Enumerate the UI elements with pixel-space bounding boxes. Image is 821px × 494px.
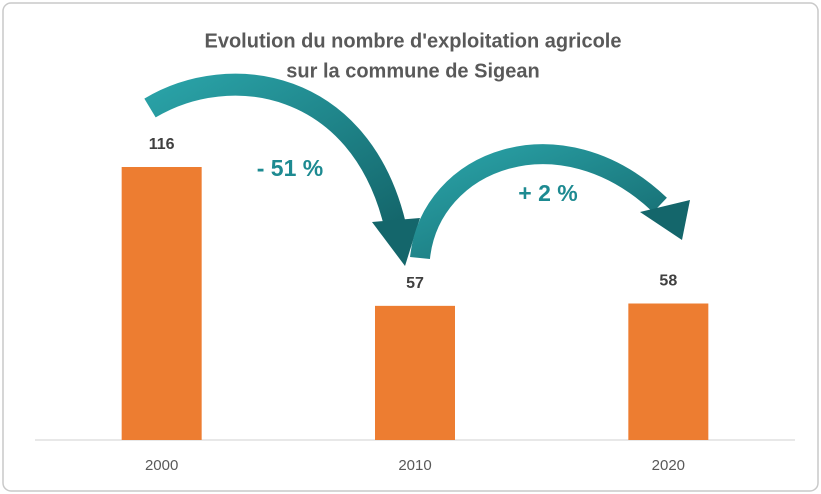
chart-title: Evolution du nombre d'exploitation agric…	[204, 30, 621, 52]
arrow-decrease	[144, 73, 420, 266]
x-tick-label: 2020	[652, 457, 685, 474]
annotation: - 51 %	[257, 155, 323, 181]
bar	[121, 167, 202, 440]
chart-title: sur la commune de Sigean	[286, 60, 539, 82]
x-tick-label: 2000	[145, 457, 178, 474]
data-label: 116	[149, 136, 175, 153]
bar	[628, 303, 709, 440]
bar	[375, 305, 455, 440]
x-tick-label: 2010	[398, 457, 431, 474]
annotation: + 2 %	[518, 180, 577, 206]
data-label: 57	[406, 275, 424, 292]
arrow-increase	[410, 144, 690, 260]
data-label: 58	[659, 273, 677, 290]
